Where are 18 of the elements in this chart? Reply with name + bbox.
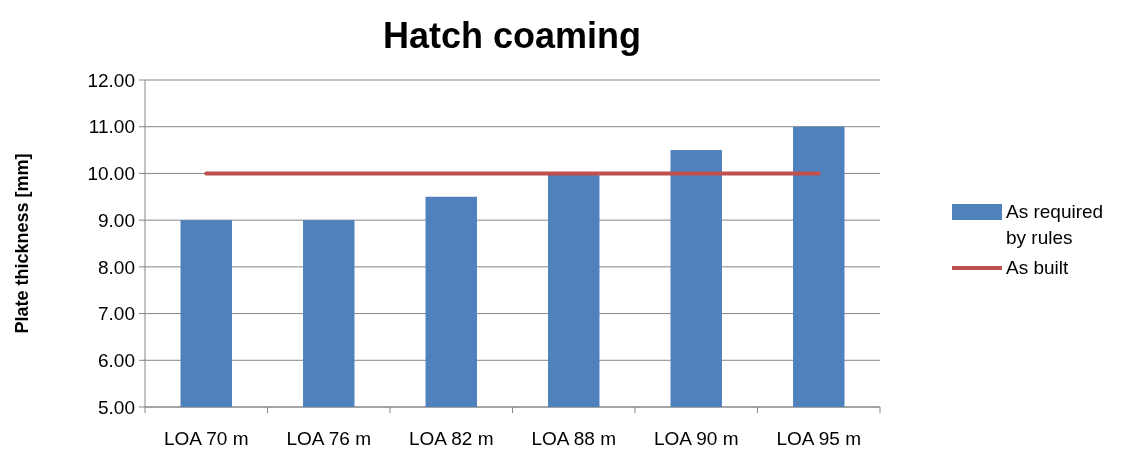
- y-tick-label: 10.00: [87, 163, 135, 185]
- chart-title: Hatch coaming: [382, 15, 642, 56]
- y-tick-label: 6.00: [98, 349, 135, 371]
- x-tick-label: LOA 70 m: [164, 428, 249, 449]
- y-tick-label: 12.00: [87, 69, 135, 91]
- x-tick-label: LOA 88 m: [531, 428, 616, 449]
- y-axis-title: Plate thickness [mm]: [12, 153, 32, 334]
- legend-label: As built: [1006, 257, 1070, 278]
- x-tick-label: LOA 82 m: [409, 428, 494, 449]
- y-tick-label: 8.00: [98, 256, 135, 278]
- x-tick-label: LOA 90 m: [654, 428, 739, 449]
- x-tick-label: LOA 76 m: [286, 428, 371, 449]
- y-tick-label: 9.00: [98, 209, 135, 231]
- y-tick-label: 11.00: [88, 116, 135, 138]
- y-tick-label: 7.00: [98, 303, 135, 325]
- x-tick-label: LOA 95 m: [776, 428, 861, 449]
- y-tick-label: 5.00: [98, 396, 135, 418]
- legend-label: As required by rules: [1006, 201, 1104, 248]
